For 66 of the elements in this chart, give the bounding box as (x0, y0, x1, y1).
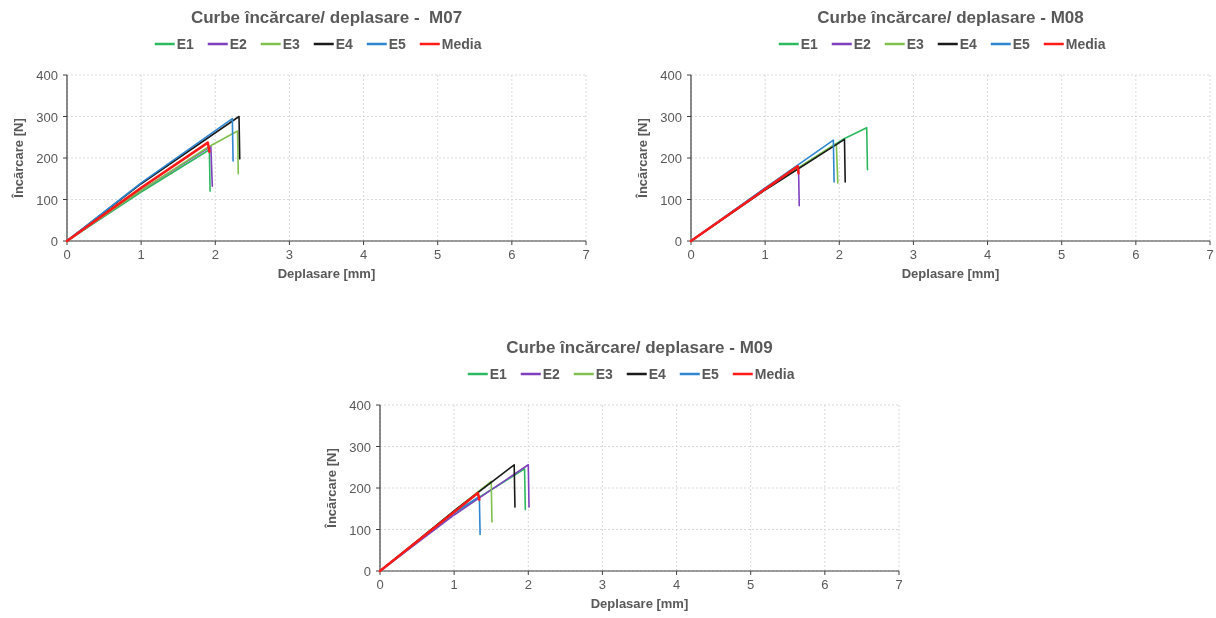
legend-label: E4 (335, 36, 354, 52)
legend-label: E4 (648, 366, 667, 382)
y-tick-label: 300 (349, 439, 371, 455)
x-tick-label: 3 (909, 247, 918, 262)
legend-label: E2 (229, 36, 248, 52)
legend-label: E2 (542, 366, 561, 382)
legend-label: E3 (595, 366, 614, 382)
x-tick-label: 0 (687, 247, 695, 262)
y-tick-label: 200 (660, 151, 682, 166)
x-tick-label: 2 (835, 247, 843, 262)
y-tick-label: 300 (36, 109, 58, 125)
legend-label: E1 (176, 36, 195, 52)
y-tick-label: 0 (363, 564, 371, 579)
x-tick-label: 1 (137, 247, 145, 262)
x-tick-label: 4 (359, 247, 368, 262)
y-tick-label: 300 (660, 109, 682, 125)
y-tick-label: 400 (660, 68, 682, 83)
legend-label: E4 (959, 36, 978, 52)
legend-label: E3 (906, 36, 925, 52)
y-axis-title: Încărcare [N] (11, 118, 26, 199)
x-axis-title: Deplasare [mm] (590, 596, 689, 611)
y-tick-label: 0 (674, 234, 682, 249)
x-tick-label: 3 (598, 577, 607, 592)
x-tick-label: 1 (761, 247, 769, 262)
y-tick-label: 100 (660, 192, 682, 208)
x-tick-label: 6 (508, 247, 516, 262)
x-tick-label: 2 (524, 577, 532, 592)
y-tick-label: 100 (349, 522, 371, 538)
y-axis-title: Încărcare [N] (635, 118, 650, 199)
legend-label: Media (1065, 36, 1106, 52)
x-tick-label: 3 (285, 247, 294, 262)
chart-title: Curbe încărcare/ deplasare - M07 (190, 8, 463, 27)
x-tick-label: 2 (211, 247, 219, 262)
x-tick-label: 7 (582, 247, 590, 262)
y-tick-label: 0 (50, 234, 58, 249)
x-tick-label: 6 (1132, 247, 1140, 262)
legend-label: E1 (489, 366, 508, 382)
y-axis-title: Încărcare [N] (324, 448, 339, 529)
legend-label: E5 (388, 36, 407, 52)
x-axis-title: Deplasare [mm] (277, 266, 376, 281)
chart-title: Curbe încărcare/ deplasare - M08 (817, 8, 1084, 27)
legend-label: Media (441, 36, 482, 52)
x-tick-label: 5 (434, 247, 442, 262)
x-tick-label: 4 (672, 577, 681, 592)
x-tick-label: 1 (450, 577, 458, 592)
legend-label: E2 (853, 36, 872, 52)
legend-label: E1 (800, 36, 819, 52)
legend-label: Media (754, 366, 795, 382)
y-tick-label: 400 (349, 398, 371, 413)
legend-label: E5 (1012, 36, 1031, 52)
x-tick-label: 7 (895, 577, 903, 592)
y-tick-label: 200 (36, 151, 58, 166)
x-tick-label: 5 (747, 577, 755, 592)
legend-label: E5 (701, 366, 720, 382)
x-tick-label: 0 (376, 577, 384, 592)
x-tick-label: 6 (821, 577, 829, 592)
x-tick-label: 7 (1206, 247, 1214, 262)
x-axis-title: Deplasare [mm] (901, 266, 1000, 281)
x-tick-label: 4 (983, 247, 992, 262)
chart-title: Curbe încărcare/ deplasare - M09 (506, 338, 773, 357)
x-tick-label: 0 (63, 247, 71, 262)
y-tick-label: 200 (349, 481, 371, 496)
y-tick-label: 400 (36, 68, 58, 83)
x-tick-label: 5 (1058, 247, 1066, 262)
legend-label: E3 (282, 36, 301, 52)
y-tick-label: 100 (36, 192, 58, 208)
